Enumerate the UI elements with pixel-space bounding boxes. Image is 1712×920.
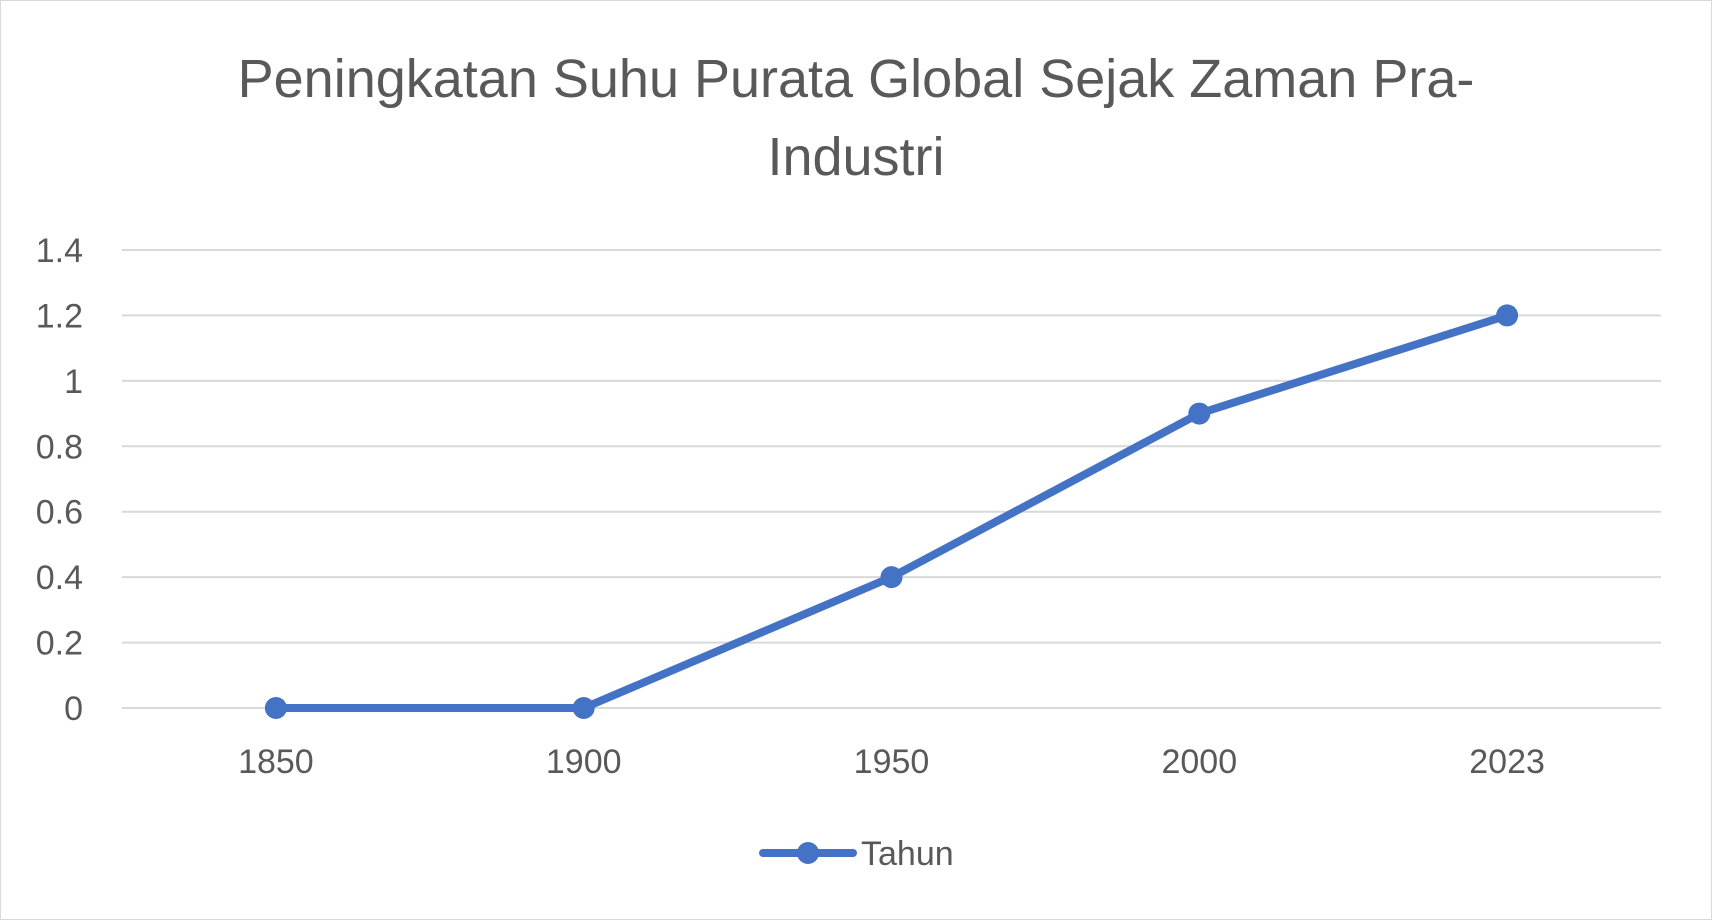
y-tick-label: 1 <box>64 363 83 401</box>
y-tick-label: 0.8 <box>36 428 83 466</box>
y-tick-label: 0.4 <box>36 559 83 597</box>
data-point <box>264 697 287 719</box>
y-tick-label: 1.2 <box>36 297 83 335</box>
x-axis-tick-labels: 1850 1900 1950 2000 2023 <box>238 743 1545 781</box>
x-tick-label: 1900 <box>546 743 622 781</box>
legend-point-marker <box>797 842 819 864</box>
legend: Tahun <box>759 835 954 873</box>
y-tick-label: 0 <box>64 690 83 728</box>
series-tahun <box>264 304 1519 719</box>
x-tick-label: 2000 <box>1161 743 1237 781</box>
chart-title-line-2: Industri <box>767 127 944 187</box>
y-tick-label: 0.2 <box>36 625 83 663</box>
chart-title-line-1: Peningkatan Suhu Purata Global Sejak Zam… <box>238 49 1475 109</box>
data-point <box>1188 402 1211 425</box>
x-tick-label: 2023 <box>1469 743 1545 781</box>
legend-label-tahun: Tahun <box>861 835 954 873</box>
data-point <box>1496 304 1519 327</box>
chart-title: Peningkatan Suhu Purata Global Sejak Zam… <box>238 49 1475 187</box>
y-axis-tick-labels: 0 0.2 0.4 0.6 0.8 1 1.2 1.4 <box>36 232 83 728</box>
y-tick-label: 0.6 <box>36 494 83 532</box>
x-tick-label: 1850 <box>238 743 314 781</box>
x-tick-label: 1950 <box>854 743 930 781</box>
gridlines <box>122 249 1661 709</box>
data-point <box>572 697 595 719</box>
y-tick-label: 1.4 <box>36 232 83 270</box>
data-point <box>880 566 903 589</box>
